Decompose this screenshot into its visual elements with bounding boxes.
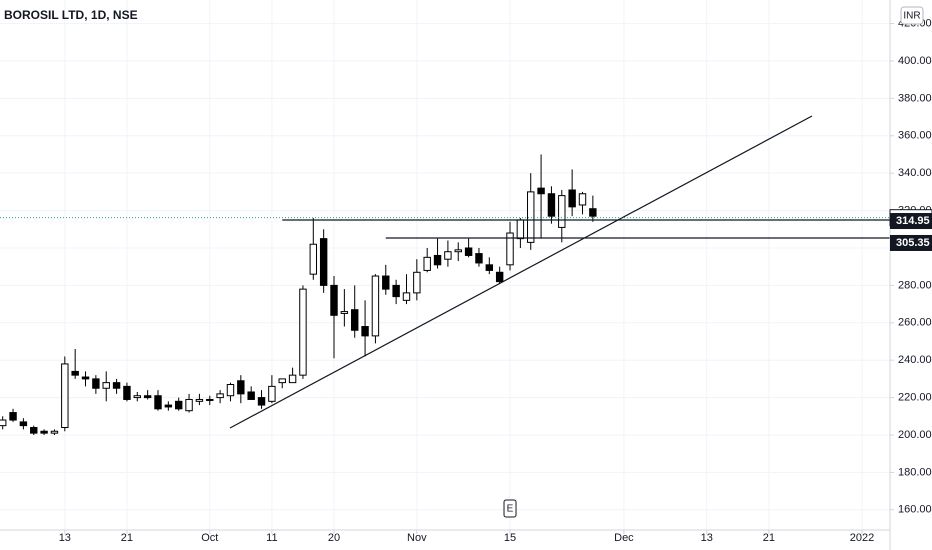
candle-body: [92, 378, 100, 389]
level-label-box: [890, 213, 932, 230]
candle-body: [402, 292, 411, 301]
symbol-title: BOROSIL LTD, 1D, NSE: [4, 8, 138, 22]
candle-body: [568, 189, 576, 208]
y-tick-label: 360.00: [898, 130, 932, 142]
candle-body: [382, 275, 390, 290]
candle-body: [61, 363, 69, 429]
candle-body: [81, 376, 90, 380]
candle-body: [351, 309, 359, 331]
x-tick-label: 13: [59, 532, 71, 544]
y-tick-label: 380.00: [898, 92, 932, 104]
candle-body: [30, 427, 38, 434]
x-tick-label: 11: [266, 532, 277, 544]
candle-body: [558, 195, 566, 228]
candle-body: [19, 421, 28, 427]
candle-body: [185, 398, 193, 412]
y-tick-label: 400.00: [898, 55, 932, 67]
candle-body: [247, 391, 255, 400]
candle-body: [288, 374, 297, 384]
candle-body: [40, 430, 48, 434]
x-tick-label: 13: [701, 532, 713, 544]
candle-body: [578, 193, 587, 206]
candle-body: [506, 232, 514, 266]
candle-body: [9, 412, 17, 421]
candle-body: [464, 247, 473, 256]
candle-body: [547, 193, 556, 217]
candle-body: [174, 400, 183, 410]
candle-body: [102, 382, 110, 389]
candle-body: [71, 370, 79, 376]
candle-body: [454, 249, 462, 253]
candle-body: [361, 326, 369, 337]
level-label-box: [890, 234, 932, 251]
candle-body: [309, 243, 318, 275]
trend-line: [229, 115, 813, 429]
y-tick-label: 280.00: [898, 279, 932, 291]
y-tick-label: 180.00: [898, 466, 932, 478]
candle-body: [433, 254, 442, 266]
candle-body: [423, 256, 431, 271]
axes: 160.00 180.00 200.00 220.00 240.00 260.00 280.…: [59, 17, 932, 544]
y-tick-label: 260.00: [898, 317, 932, 329]
candle-body: [299, 288, 307, 376]
candle-body: [475, 253, 483, 264]
candle-body: [485, 264, 494, 271]
candle-body: [226, 384, 235, 397]
candle-body: [112, 382, 121, 389]
y-tick-label: 240.00: [898, 354, 932, 366]
candle-body: [413, 271, 421, 294]
candle-body: [516, 219, 525, 240]
candle-body: [216, 393, 224, 399]
x-tick-label: 21: [121, 532, 133, 544]
candle-body: [319, 238, 328, 286]
candle-body: [133, 395, 141, 399]
x-tick-label: 21: [763, 532, 775, 544]
candle-body: [154, 395, 162, 410]
y-tick-label: 160.00: [898, 504, 932, 516]
candle-body: [444, 251, 452, 260]
candle-body: [268, 385, 276, 402]
y-tick-label: 200.00: [898, 429, 932, 441]
event-marker-label: E: [507, 504, 514, 515]
grid: [0, 0, 890, 530]
candle-body: [495, 271, 504, 283]
candle-body: [340, 311, 349, 314]
candle-body: [0, 419, 7, 427]
x-tick-label: Oct: [201, 532, 218, 544]
candle-body: [527, 191, 535, 243]
candle-body: [371, 275, 380, 337]
plot: E: [0, 154, 890, 518]
x-tick-label: 15: [504, 532, 516, 544]
candle-body: [164, 404, 173, 408]
x-tick-label: Dec: [614, 532, 634, 544]
candle-body: [143, 395, 152, 399]
y-tick-label: 220.00: [898, 391, 932, 403]
candle-body: [237, 380, 245, 395]
x-tick-label: 2022: [850, 532, 874, 544]
candle-body: [206, 398, 214, 401]
candle-body: [257, 397, 266, 406]
y-tick-label: 340.00: [898, 167, 932, 179]
candle-body: [50, 430, 59, 434]
x-tick-label: 20: [328, 532, 340, 544]
candle-body: [278, 378, 286, 384]
candle-body: [589, 208, 597, 217]
level-label: 305.35: [896, 237, 930, 249]
currency-box[interactable]: [900, 6, 924, 25]
candle-body: [123, 385, 131, 400]
currency[interactable]: INR: [903, 11, 920, 22]
candle-body: [330, 284, 338, 316]
candle-body: [537, 187, 545, 195]
x-tick-label: Nov: [407, 532, 427, 544]
candle-body: [195, 398, 204, 402]
level-label: 314.95: [896, 215, 930, 227]
candle-body: [392, 284, 400, 298]
event-marker-box: [503, 499, 517, 518]
